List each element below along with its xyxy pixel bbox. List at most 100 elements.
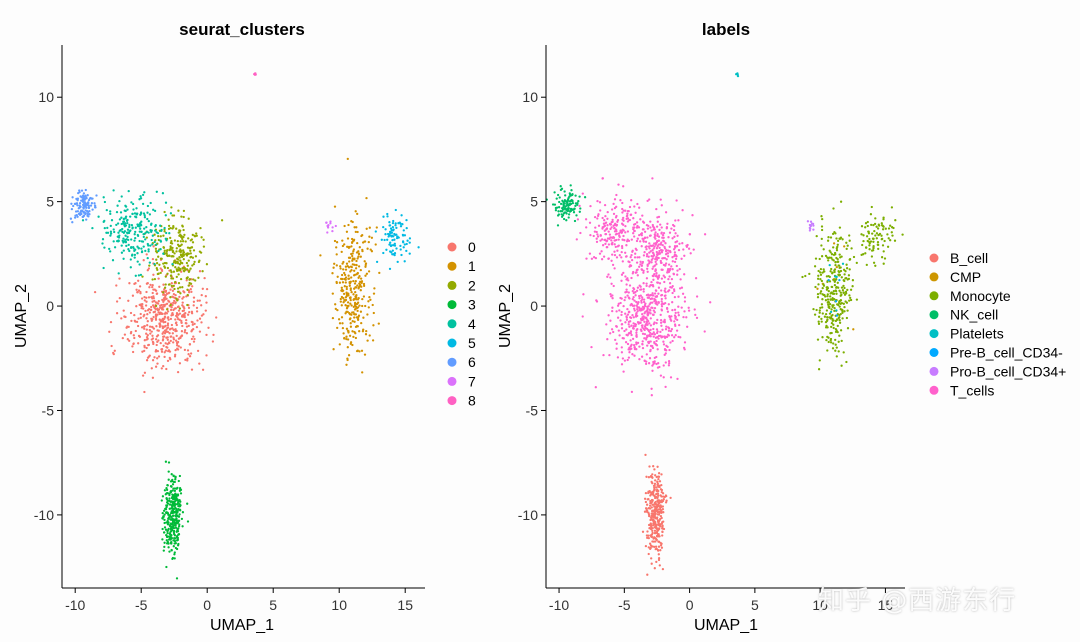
data-point [128, 339, 131, 342]
data-point [818, 309, 821, 312]
data-point [112, 351, 115, 355]
data-point [870, 223, 873, 227]
data-point [654, 298, 657, 302]
data-point [819, 271, 822, 274]
data-point [368, 334, 371, 337]
data-point [655, 300, 658, 304]
data-point [175, 530, 178, 533]
data-point [615, 342, 618, 345]
data-point [622, 216, 625, 220]
data-point [683, 310, 686, 313]
data-point [645, 507, 648, 510]
data-point [613, 253, 617, 257]
data-point [153, 356, 156, 359]
data-point [624, 321, 627, 324]
data-point [641, 326, 644, 329]
data-point [632, 322, 635, 325]
data-point [356, 272, 359, 275]
data-point [671, 260, 674, 263]
data-point [674, 241, 677, 244]
data-point [661, 507, 665, 511]
data-point [647, 476, 651, 479]
data-point [164, 311, 167, 314]
data-point [174, 503, 177, 506]
legend-key [447, 396, 457, 406]
data-point [834, 338, 837, 342]
data-point [643, 251, 646, 254]
data-point [145, 253, 148, 256]
data-point [817, 269, 820, 273]
data-point [643, 337, 646, 340]
data-point [121, 227, 124, 231]
data-point [167, 470, 170, 473]
data-point [349, 265, 353, 268]
data-point [648, 247, 651, 250]
data-point [674, 334, 677, 337]
data-point [663, 245, 666, 249]
data-point [341, 322, 344, 325]
data-point [607, 257, 610, 260]
data-point [836, 303, 839, 306]
data-point [662, 231, 666, 235]
data-point [633, 256, 637, 259]
data-point [651, 364, 654, 367]
data-point [594, 386, 597, 389]
data-point [138, 239, 141, 243]
data-point [157, 329, 160, 332]
data-point [345, 363, 348, 366]
data-point [839, 291, 842, 294]
data-point [174, 318, 177, 321]
data-point [176, 348, 180, 351]
legend-key [447, 242, 457, 252]
data-point [621, 336, 624, 340]
data-point [354, 325, 358, 329]
data-point [647, 546, 650, 549]
data-point [656, 499, 659, 502]
data-point [641, 313, 644, 316]
data-point [819, 273, 823, 276]
data-point [882, 218, 885, 221]
data-point [835, 314, 839, 317]
data-point [349, 296, 352, 299]
data-point [626, 209, 630, 213]
data-point [838, 334, 841, 337]
data-point [681, 242, 684, 245]
data-point [618, 254, 621, 257]
data-point [146, 256, 149, 260]
data-point [644, 240, 648, 243]
data-point [660, 297, 663, 301]
data-point [643, 510, 647, 513]
data-point [394, 224, 397, 227]
data-point [159, 306, 162, 309]
data-point [598, 252, 602, 255]
data-point [333, 262, 336, 265]
data-point [192, 304, 195, 307]
data-point [335, 264, 338, 267]
data-point [166, 483, 169, 487]
data-point [164, 283, 167, 286]
data-point [660, 546, 664, 549]
data-point [185, 318, 188, 322]
data-point [364, 304, 367, 308]
data-point [175, 269, 179, 273]
data-point [867, 230, 870, 233]
data-point [352, 279, 355, 283]
legend-key [447, 319, 457, 329]
data-point [662, 320, 665, 323]
data-point [667, 263, 671, 266]
data-point [171, 332, 174, 335]
data-point [143, 227, 146, 230]
data-point [635, 300, 638, 304]
data-point [675, 245, 679, 248]
data-point [392, 219, 395, 223]
data-point [153, 262, 156, 266]
data-point [165, 486, 168, 490]
data-point [694, 313, 697, 317]
data-point [653, 529, 657, 532]
data-point [358, 246, 361, 249]
data-point [101, 242, 104, 245]
data-point [161, 192, 165, 195]
data-point [660, 305, 664, 308]
data-point [636, 302, 639, 305]
data-point [166, 342, 169, 346]
